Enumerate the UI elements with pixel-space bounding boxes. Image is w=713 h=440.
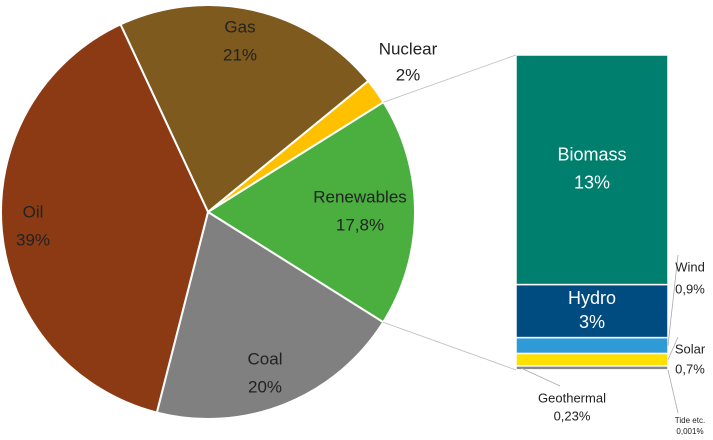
pie-slice [155, 210, 385, 420]
slice-value-label: 20% [248, 377, 282, 396]
segment-value-label: 13% [574, 173, 610, 193]
leader-line [667, 254, 679, 346]
slice-label: Coal [248, 349, 283, 368]
segment-label: Wind [675, 259, 705, 274]
bar-segment [515, 54, 669, 286]
connector-line [383, 54, 517, 103]
slice-value-label: 2% [396, 65, 421, 84]
slice-value-label: 39% [16, 230, 50, 249]
pie-slice [119, 4, 370, 214]
bar-segment [515, 352, 669, 367]
segment-label: Tide etc. [675, 416, 705, 425]
slice-label: Nuclear [379, 39, 438, 58]
segment-label: Solar [675, 341, 706, 356]
leader-line [667, 336, 679, 360]
bar-segment [515, 283, 669, 339]
slice-label: Gas [224, 17, 255, 36]
segment-value-label: 0,001% [676, 427, 703, 436]
pie-slice [206, 100, 416, 324]
leader-line [667, 369, 679, 414]
segment-label: Geothermal [538, 390, 606, 405]
leader-line [520, 367, 561, 387]
segment-value-label: 0,7% [675, 361, 705, 376]
slice-value-label: 21% [223, 45, 257, 64]
slice-label: Renewables [313, 187, 407, 206]
slice-value-label: 17,8% [336, 215, 384, 234]
segment-value-label: 0,23% [554, 408, 591, 423]
segment-value-label: 0,9% [675, 281, 705, 296]
segment-label: Hydro [568, 288, 616, 308]
slice-label: Oil [23, 202, 44, 221]
pie-slice [0, 23, 210, 414]
segment-value-label: 3% [579, 312, 605, 332]
bar-segment [515, 336, 669, 355]
connector-line [383, 321, 517, 371]
segment-label: Biomass [557, 145, 626, 165]
